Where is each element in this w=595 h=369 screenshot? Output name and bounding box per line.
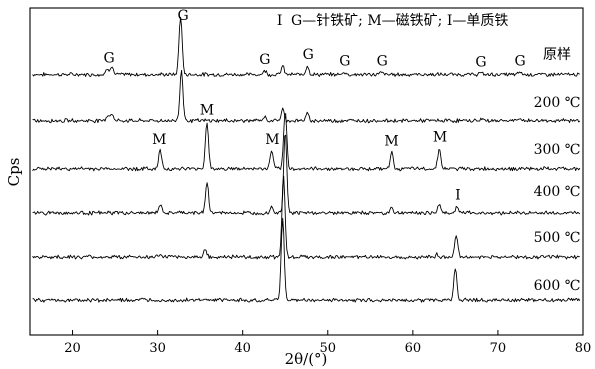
series-label: 原样 bbox=[543, 47, 571, 63]
x-tick-label: 50 bbox=[319, 341, 336, 356]
peak-label: I bbox=[455, 187, 461, 203]
peak-label: G bbox=[377, 54, 388, 70]
peak-label: G bbox=[514, 54, 525, 70]
series-label: 600 ℃ bbox=[534, 278, 581, 294]
peak-label: G bbox=[104, 50, 115, 66]
peak-label: G bbox=[178, 8, 189, 24]
peak-label: M bbox=[152, 132, 166, 148]
trace-3 bbox=[32, 134, 581, 216]
peak-label: G bbox=[339, 54, 350, 70]
peak-label: G bbox=[259, 52, 270, 68]
peak-label: M bbox=[384, 134, 398, 150]
x-tick-label: 70 bbox=[490, 341, 507, 356]
series-labels: 原样 200 ℃ 300 ℃ 400 ℃ 500 ℃ 600 ℃ bbox=[534, 47, 581, 294]
x-tick-label: 80 bbox=[575, 341, 592, 356]
series-label: 400 ℃ bbox=[534, 184, 581, 200]
plot-frame bbox=[29, 7, 584, 336]
legend-text: G—针铁矿; M—磁铁矿; I—单质铁 bbox=[291, 13, 508, 29]
trace-2 bbox=[32, 113, 581, 172]
peak-label: M bbox=[433, 130, 447, 146]
trace-0 bbox=[32, 16, 580, 78]
x-tick-label: 20 bbox=[64, 341, 81, 356]
x-tick-label: 40 bbox=[234, 341, 251, 356]
y-axis-label: Cps bbox=[5, 158, 23, 187]
top-peak-marker: I bbox=[277, 13, 283, 29]
peak-labels: G G G G G G G G M M M M M I bbox=[104, 8, 526, 203]
series-label: 200 ℃ bbox=[534, 95, 581, 111]
peak-label: G bbox=[303, 47, 314, 63]
peak-label: M bbox=[200, 102, 214, 118]
trace-5 bbox=[32, 217, 581, 303]
diffraction-traces bbox=[32, 16, 581, 303]
series-label: 500 ℃ bbox=[534, 230, 581, 246]
x-tick-label: 30 bbox=[149, 341, 166, 356]
trace-4 bbox=[32, 175, 580, 260]
x-axis-ticks: 20 30 40 50 60 70 80 bbox=[64, 330, 591, 356]
trace-1 bbox=[32, 69, 581, 124]
series-label: 300 ℃ bbox=[534, 142, 581, 158]
x-tick-label: 60 bbox=[405, 341, 422, 356]
peak-label: M bbox=[265, 132, 279, 148]
peak-label: G bbox=[475, 54, 486, 70]
x-axis-label: 2θ/(°) bbox=[285, 350, 328, 368]
